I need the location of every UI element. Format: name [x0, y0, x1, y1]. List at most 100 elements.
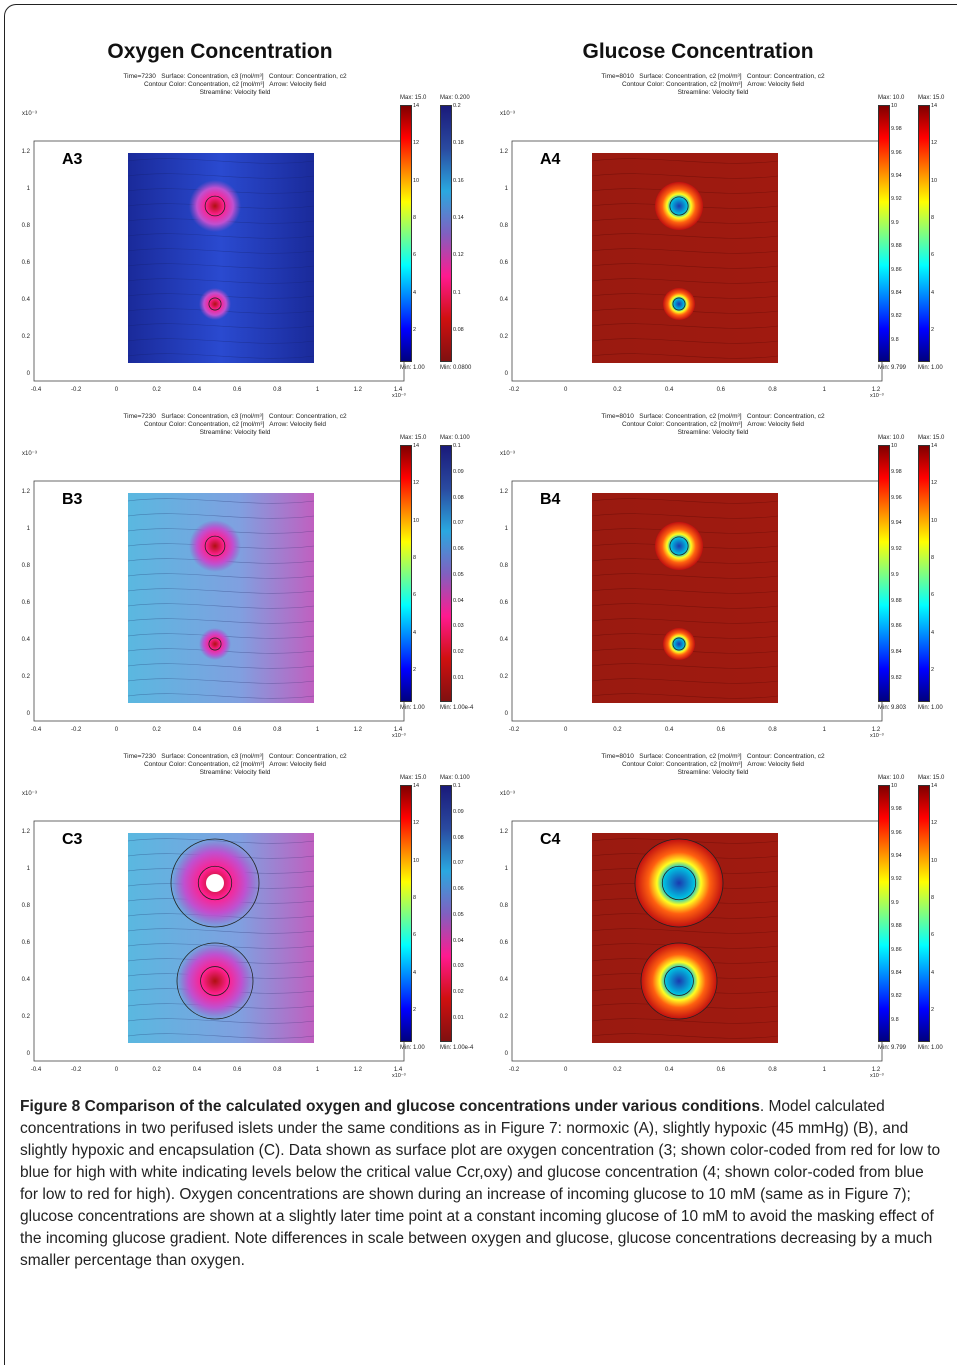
- streamline: [591, 158, 779, 164]
- colorbar-tick: 9.88: [891, 597, 902, 604]
- colorbar-max: Max: 15.0: [400, 95, 427, 101]
- colorbar-tick: 0.1: [453, 289, 461, 296]
- colorbar-tick: 0.02: [453, 649, 464, 656]
- streamline: [591, 928, 779, 934]
- y-tick-label: 0.8: [22, 903, 31, 909]
- colorbar-tick: 10: [413, 517, 420, 524]
- colorbar-tick: 0.06: [453, 886, 464, 893]
- x-tick-label: 0.8: [768, 387, 777, 393]
- colorbar-tick: 10: [931, 517, 938, 524]
- colorbar-tick: 6: [931, 252, 935, 259]
- upper-islet: [655, 182, 703, 230]
- streamline: [591, 1033, 779, 1039]
- colorbar-tick: 12: [413, 480, 420, 487]
- colorbar-tick: 10: [891, 103, 898, 109]
- streamline: [591, 588, 779, 594]
- streamline: [591, 263, 779, 269]
- colorbar-tick: 9.94: [891, 853, 902, 860]
- upper-islet: [189, 520, 241, 572]
- x-tick-label: 0: [564, 727, 568, 733]
- y-tick-label: 1: [505, 186, 509, 192]
- colorbar-tick: 0.01: [453, 674, 464, 681]
- streamline: [591, 338, 779, 344]
- lower-islet: [663, 288, 695, 320]
- y-tick-label: 1.2: [22, 829, 31, 835]
- colorbar-tick: 0.03: [453, 963, 464, 970]
- colorbar-tick: 12: [931, 140, 938, 147]
- colorbar-tick: 9.82: [891, 674, 902, 681]
- colorbar-tick: 9.84: [891, 649, 902, 656]
- y-tick-label: 0.8: [22, 563, 31, 569]
- plot-area: -0.2 0 0.2 0.4 0.6 0.8 1 1.2x10⁻³1.210.80.60.40…: [500, 140, 884, 399]
- y-tick-label: 1: [505, 526, 509, 532]
- y-tick-label: 1.2: [500, 829, 509, 835]
- x-tick-label: 0: [115, 727, 119, 733]
- colorbar-tick: 2: [931, 1006, 935, 1013]
- plot-panel-c4: Time=8010 Surface: Concentration, c2 [mo…: [478, 745, 948, 1090]
- colorbar-2: Max: 15.0 14 12 10 8 6 4 2 Min: 1.00: [918, 95, 957, 395]
- colorbar-tick: 12: [931, 820, 938, 827]
- capsule-contour: [170, 838, 260, 928]
- x-tick-label: 1.2: [354, 1067, 363, 1073]
- streamline: [127, 158, 315, 164]
- colorbar-max: Max: 15.0: [400, 435, 427, 441]
- x-tick-label: -0.4: [31, 1067, 42, 1073]
- y-tick-label: 1: [27, 186, 31, 192]
- y-tick-label: 0.6: [500, 940, 509, 946]
- streamline: [591, 678, 779, 684]
- y-scale-label: x10⁻³: [500, 451, 515, 457]
- colorbar-min: Min: 1.00e-4: [440, 705, 474, 711]
- colorbar-1: Max: 15.0 14 12 10 8 6 4 2 Min: 1.00: [400, 775, 440, 1075]
- colorbar-max: Max: 0.200: [440, 95, 470, 101]
- colorbar-max: Max: 10.0: [878, 95, 905, 101]
- y-tick-label: 0.6: [22, 940, 31, 946]
- streamline: [591, 498, 779, 504]
- streamline: [591, 663, 779, 669]
- plot-header: Time=8010 Surface: Concentration, c2 [mo…: [601, 413, 825, 436]
- colorbar-1: Max: 10.0 10 9.98 9.96 9.94 9.92 9.9 9.88 9.86 9.…: [878, 435, 918, 735]
- streamline: [127, 603, 315, 609]
- x-tick-label: 0: [115, 1067, 119, 1073]
- colorbar-tick: 0.07: [453, 860, 464, 867]
- y-tick-label: 0: [27, 371, 31, 377]
- colorbar-gradient: [440, 445, 452, 702]
- colorbar-tick: 10: [413, 177, 420, 184]
- islet-contour: [664, 966, 694, 996]
- islet-contour: [669, 536, 689, 556]
- figure-frame: [4, 4, 957, 1365]
- streamline: [127, 1018, 315, 1024]
- x-tick-label: 0.4: [665, 727, 674, 733]
- x-tick-label: 0: [115, 387, 119, 393]
- x-tick-label: 0.2: [152, 1067, 161, 1073]
- x-tick-label: 1: [823, 387, 827, 393]
- y-tick-label: 0.4: [500, 977, 509, 983]
- colorbar-min: Min: 0.0800: [440, 365, 472, 371]
- islet-contour: [661, 865, 697, 901]
- colorbar-tick: 8: [413, 894, 417, 901]
- colorbar-min: Min: 1.00: [918, 1045, 943, 1051]
- colorbar-tick: 4: [413, 629, 417, 636]
- plot-header: Time=8010 Surface: Concentration, c2 [mo…: [601, 753, 825, 776]
- colorbar-tick: 6: [413, 932, 417, 939]
- colorbar-tick: 14: [931, 103, 938, 109]
- upper-islet: [189, 180, 241, 232]
- colorbar-tick: 9.92: [891, 196, 902, 203]
- streamline: [591, 233, 779, 239]
- streamline: [127, 173, 315, 179]
- colorbar-tick: 0.05: [453, 571, 464, 578]
- streamline: [591, 323, 779, 329]
- colorbar-gradient: [400, 445, 412, 702]
- colorbar-gradient: [878, 445, 890, 702]
- streamline: [591, 173, 779, 179]
- colorbar-1: Max: 10.0 10 9.98 9.96 9.94 9.92 9.9 9.88 9.86 9.…: [878, 95, 918, 395]
- colorbar-min: Min: 1.00e-4: [440, 1045, 474, 1051]
- y-tick-label: 0.2: [500, 674, 509, 680]
- colorbar-tick: 0.04: [453, 597, 464, 604]
- y-tick-label: 1.2: [500, 489, 509, 495]
- colorbar-tick: 2: [931, 666, 935, 673]
- x-scale-label: x10⁻³: [870, 733, 884, 739]
- islet-contour: [200, 966, 230, 996]
- colorbar-tick: 0.05: [453, 911, 464, 918]
- colorbar-tick: 12: [413, 820, 420, 827]
